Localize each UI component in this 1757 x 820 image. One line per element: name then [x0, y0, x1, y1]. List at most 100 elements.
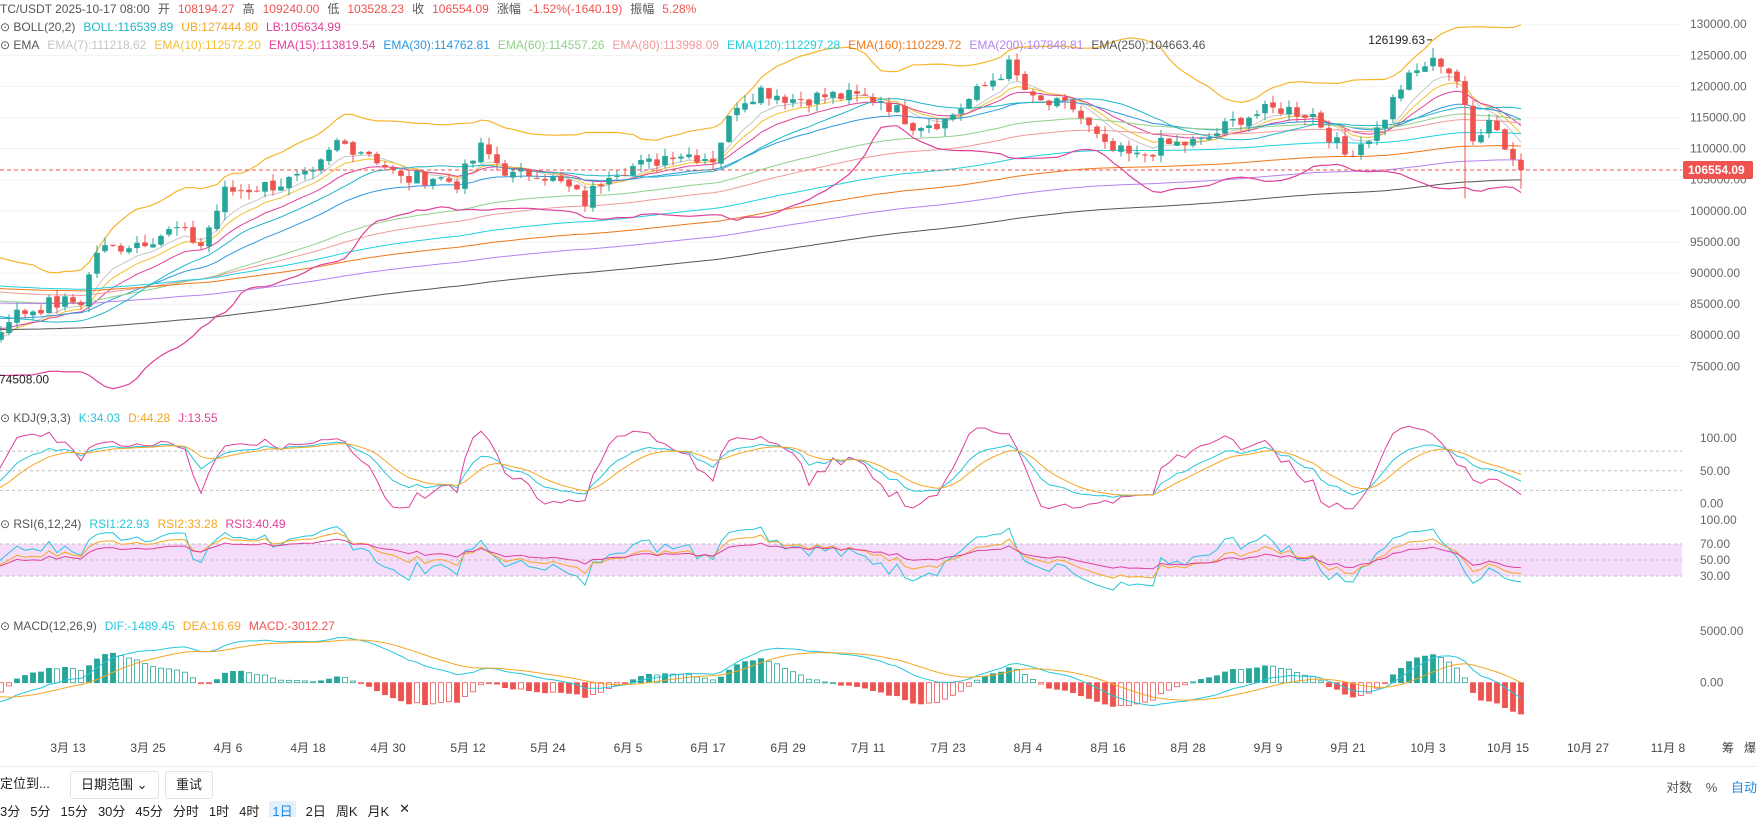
interval-tab-10[interactable]: 周K: [335, 804, 358, 819]
candlestick-chart[interactable]: 130000.00 125000.00 120000.00 115000.00 1100…: [0, 0, 1757, 766]
candle-body: [1046, 100, 1052, 106]
candle-body: [1358, 144, 1364, 156]
liquidation-axis-label: 爆: [1744, 741, 1756, 755]
macd-histogram-bar: [1494, 682, 1500, 704]
interval-tab-2[interactable]: 15分: [60, 804, 88, 819]
macd-histogram-bar: [830, 682, 836, 685]
candle-body: [574, 185, 580, 190]
candle-body: [838, 93, 844, 99]
candle-body: [982, 85, 988, 87]
macd-histogram-bar: [246, 672, 252, 684]
macd-histogram-bar: [502, 682, 508, 689]
macd-histogram-bar: [798, 674, 804, 684]
ohlc-legend-4: 109240.00: [263, 2, 320, 16]
date-axis-label: 9月 21: [1330, 741, 1366, 755]
current-price-label: 106554.09: [1688, 163, 1745, 177]
macd-histogram-bar: [726, 669, 732, 684]
macd-histogram-bar: [134, 659, 140, 684]
date-axis-label: 5月 24: [530, 741, 566, 755]
macd-histogram-bar: [542, 682, 548, 694]
boll-legend-0: ⊙ BOLL(20,2): [0, 20, 75, 34]
macd-histogram-bar: [1038, 682, 1044, 685]
candle-body: [702, 159, 708, 161]
price-axis-label: 75000.00: [1690, 359, 1740, 373]
macd-histogram-bar: [198, 682, 204, 685]
candle-body: [310, 169, 316, 172]
macd-histogram-bar: [1190, 681, 1196, 684]
date-axis-label: 6月 5: [614, 741, 643, 755]
auto-scale-toggle[interactable]: 自动: [1730, 780, 1757, 795]
macd-histogram-bar: [510, 682, 516, 690]
macd-histogram-bar: [1086, 682, 1092, 699]
candle-body: [1446, 68, 1452, 74]
interval-tab-1[interactable]: 5分: [30, 804, 51, 819]
interval-tab-5[interactable]: 分时: [172, 804, 199, 819]
kdj-axis-label: 0.00: [1700, 496, 1724, 510]
candle-body: [1262, 103, 1268, 114]
locate-button[interactable]: 定位到...: [0, 776, 50, 791]
candle-body: [590, 185, 596, 208]
interval-tab-12[interactable]: ✕: [399, 801, 411, 816]
candle-body: [1134, 152, 1140, 155]
macd-histogram-bar: [1414, 657, 1420, 684]
log-scale-toggle[interactable]: 对数: [1666, 780, 1693, 795]
macd-histogram-bar: [958, 682, 964, 692]
price-axis-label: 80000.00: [1690, 328, 1740, 342]
interval-tab-11[interactable]: 月K: [367, 804, 390, 819]
macd-histogram-bar: [838, 682, 844, 686]
retry-button[interactable]: 重试: [165, 771, 214, 799]
candle-body: [318, 159, 324, 171]
macd-histogram-bar: [1254, 667, 1260, 684]
candle-body: [542, 178, 548, 181]
macd-histogram-bar: [1246, 668, 1252, 684]
candle-body: [1406, 72, 1412, 90]
candle-body: [1518, 159, 1524, 171]
candle-body: [110, 244, 116, 246]
macd-histogram-bar: [974, 679, 980, 684]
macd-histogram-bar: [1270, 665, 1276, 684]
macd-histogram-bar: [1046, 682, 1052, 689]
macd-histogram-bar: [1470, 682, 1476, 693]
macd-histogram-bar: [1454, 667, 1460, 684]
candle-body: [102, 245, 108, 252]
candle-body: [270, 180, 276, 191]
ema-legend-3: EMA(15):113819.54: [269, 38, 376, 52]
candle-body: [382, 165, 388, 168]
candle-body: [678, 156, 684, 159]
macd-histogram-bar: [942, 682, 948, 700]
ohlc-legend-7: 收: [412, 2, 424, 16]
ema-legend-5: EMA(60):114557.26: [498, 38, 605, 52]
date-range-dropdown[interactable]: 日期范围 ⌄: [70, 771, 159, 799]
macd-histogram-bar: [350, 680, 356, 684]
candle-body: [1086, 117, 1092, 126]
ema-line-80: [0, 118, 1522, 297]
candle-body: [798, 99, 804, 101]
candle-body: [894, 105, 900, 113]
date-axis-label: 10月 3: [1410, 741, 1446, 755]
interval-tab-7[interactable]: 4时: [239, 804, 260, 819]
interval-tab-4[interactable]: 45分: [135, 804, 163, 819]
macd-histogram-bar: [1446, 661, 1452, 684]
macd-histogram-bar: [382, 682, 388, 695]
candle-body: [718, 142, 724, 164]
candle-body: [390, 167, 396, 170]
ema-line-250: [0, 179, 1522, 331]
macd-histogram-bar: [1070, 682, 1076, 694]
interval-tab-8[interactable]: 1日: [269, 801, 296, 819]
price-axis-label: 100000.00: [1690, 204, 1747, 218]
candle-body: [430, 178, 436, 186]
candle-body: [942, 119, 948, 129]
interval-tab-6[interactable]: 1时: [208, 804, 230, 819]
rsi-axis-label: 50.00: [1700, 553, 1730, 567]
interval-tab-0[interactable]: 3分: [0, 804, 21, 819]
boll-legend-2: UB:127444.80: [181, 20, 258, 34]
percent-scale-toggle[interactable]: %: [1705, 780, 1718, 795]
interval-tab-3[interactable]: 30分: [97, 804, 126, 819]
price-axis-label: 90000.00: [1690, 266, 1740, 280]
macd-histogram-bar: [878, 682, 884, 693]
candle-body: [254, 190, 260, 192]
ema-line-200: [0, 159, 1522, 305]
macd-histogram-bar: [710, 679, 716, 684]
candle-body: [1390, 97, 1396, 120]
interval-tab-9[interactable]: 2日: [305, 804, 326, 819]
